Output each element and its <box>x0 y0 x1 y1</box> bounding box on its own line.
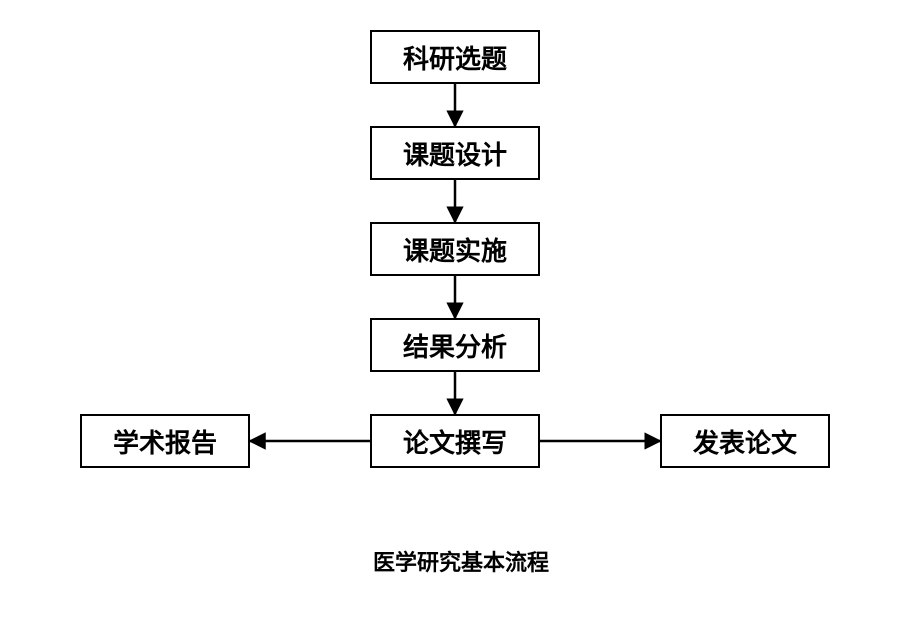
flowchart-caption: 医学研究基本流程 <box>0 545 922 577</box>
flow-node-nL: 学术报告 <box>80 414 250 468</box>
flow-node-n3: 课题实施 <box>370 222 540 276</box>
flow-node-n5: 论文撰写 <box>370 414 540 468</box>
flow-node-n1: 科研选题 <box>370 30 540 84</box>
flow-node-n4: 结果分析 <box>370 318 540 372</box>
flowchart-canvas: 医学研究基本流程 科研选题课题设计课题实施结果分析论文撰写 学术报告 发表论文 <box>0 0 922 640</box>
flow-node-n2: 课题设计 <box>370 126 540 180</box>
flow-node-nR: 发表论文 <box>660 414 830 468</box>
